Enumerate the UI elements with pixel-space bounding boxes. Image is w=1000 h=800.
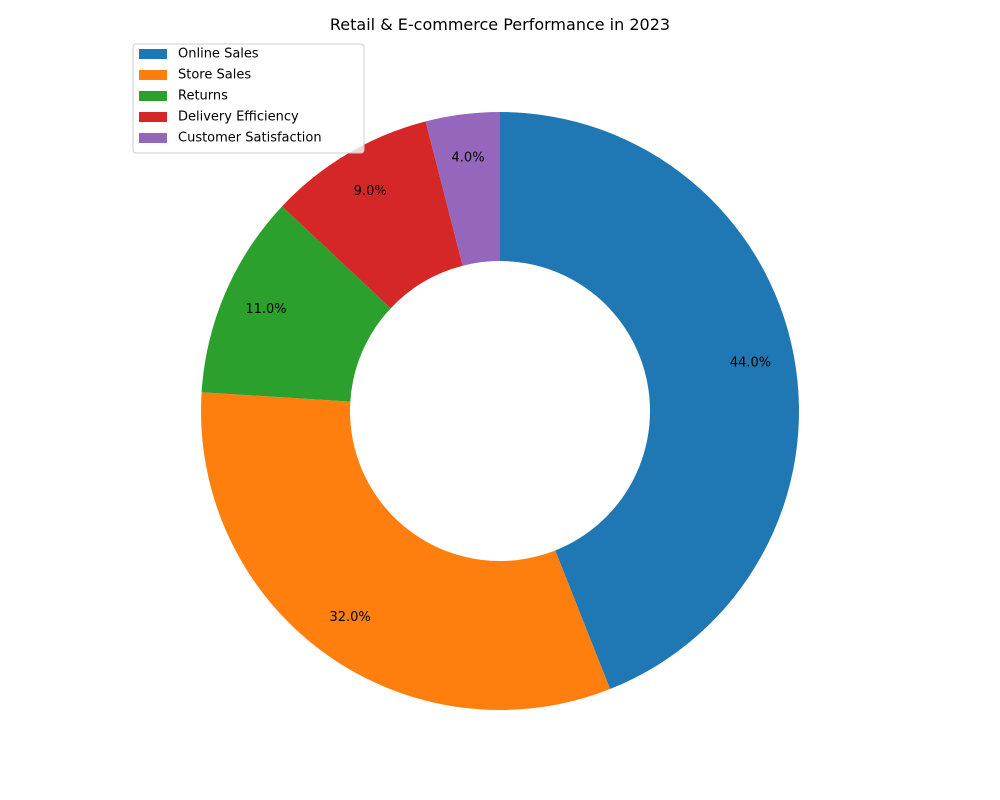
slice-online-sales: [500, 112, 800, 690]
legend-items: Online Sales Store Sales Returns Delivery E…: [139, 47, 322, 146]
legend-label-online-sales: Online Sales: [178, 47, 259, 62]
slice-customer-satisfaction: [425, 112, 500, 266]
pct-label-store-sales: 32.0%: [329, 610, 370, 625]
pct-label-returns: 11.0%: [245, 302, 286, 317]
legend-swatch-store-sales: [139, 70, 167, 80]
slice-store-sales: [200, 392, 611, 710]
legend-swatch-customer-satisfaction: [139, 133, 167, 143]
donut-slices: [200, 112, 800, 710]
legend-frame: [132, 43, 365, 154]
legend-label-store-sales: Store Sales: [178, 68, 251, 83]
pct-label-delivery-efficiency: 9.0%: [354, 184, 387, 199]
slice-delivery-efficiency: [282, 121, 463, 309]
pct-label-customer-satisfaction: 4.0%: [452, 151, 485, 166]
legend-label-delivery-efficiency: Delivery Efficiency: [178, 110, 299, 125]
legend-swatch-returns: [139, 91, 167, 101]
legend-swatch-delivery-efficiency: [139, 112, 167, 122]
chart-title: Retail & E-commerce Performance in 2023: [330, 15, 670, 34]
legend-label-returns: Returns: [178, 89, 228, 104]
legend-label-customer-satisfaction: Customer Satisfaction: [178, 131, 322, 146]
legend: Online Sales Store Sales Returns Delivery E…: [132, 43, 365, 154]
legend-swatch-online-sales: [139, 49, 167, 59]
percentage-labels: 44.0% 32.0% 11.0% 9.0% 4.0%: [245, 151, 771, 625]
slice-returns: [201, 206, 391, 402]
pct-label-online-sales: 44.0%: [730, 356, 771, 371]
